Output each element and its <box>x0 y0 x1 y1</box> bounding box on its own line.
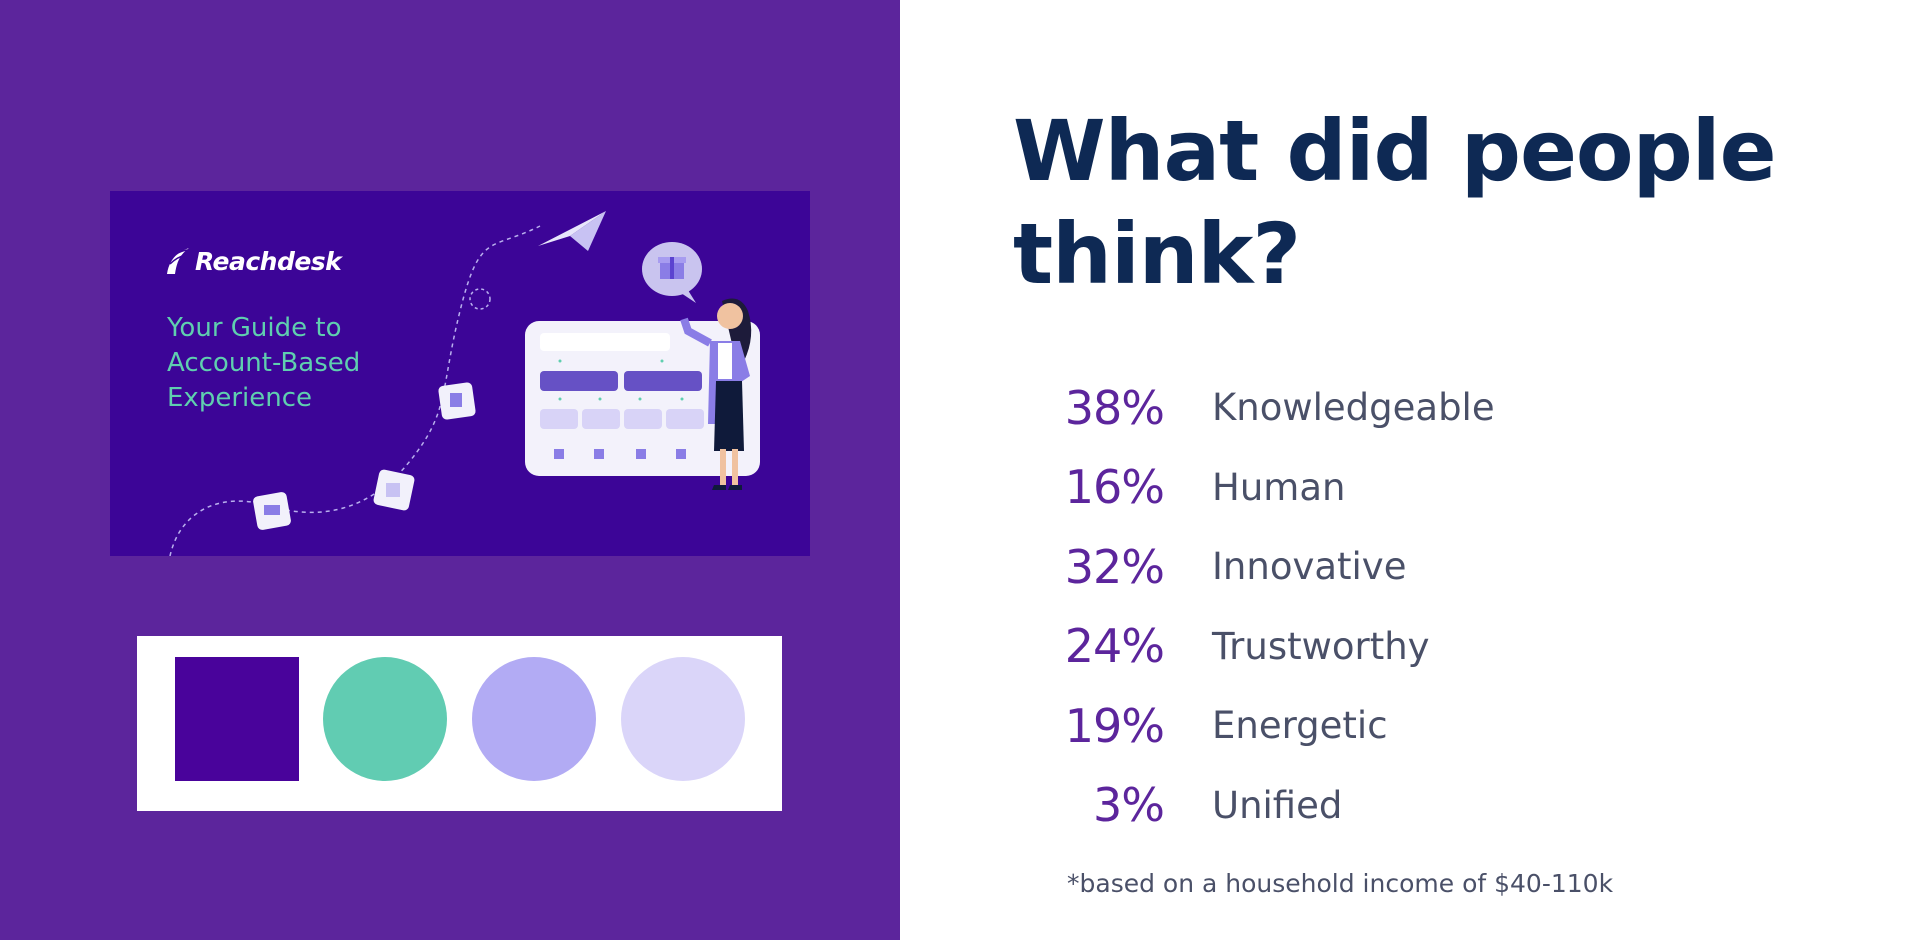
stat-row: 16% Human <box>1000 448 1700 528</box>
box-card-icon <box>373 469 415 511</box>
presenter-figure <box>680 298 752 490</box>
banner-title: Your Guide to Account-Based Experience <box>167 311 427 416</box>
banner-title-line: Your Guide to <box>167 313 342 343</box>
stat-row: 38% Knowledgeable <box>1000 368 1700 448</box>
color-swatch-circle <box>472 657 596 781</box>
stat-label: Energetic <box>1212 704 1388 748</box>
stat-row: 24% Trustworthy <box>1000 607 1700 687</box>
stat-label: Human <box>1212 465 1346 509</box>
stat-percent: 38% <box>1064 380 1165 435</box>
stat-percent: 3% <box>1093 778 1165 833</box>
brand-name: Reachdesk <box>195 246 342 276</box>
stat-percent: 24% <box>1064 619 1165 674</box>
stat-label: Knowledgeable <box>1212 386 1495 430</box>
stat-label: Trustworthy <box>1212 624 1430 668</box>
dashboard-mock <box>525 321 760 476</box>
gift-bubble-icon <box>642 242 702 303</box>
color-swatch-circle <box>323 657 447 781</box>
banner-illustration <box>169 211 760 556</box>
stat-percent: 32% <box>1064 539 1165 594</box>
page-heading: What did people think? <box>1013 100 1873 306</box>
color-swatch-square <box>175 657 299 781</box>
color-swatch-circle <box>621 657 745 781</box>
reachdesk-wing-icon <box>167 248 189 274</box>
heading-line: think? <box>1013 205 1301 303</box>
stat-row: 32% Innovative <box>1000 527 1700 607</box>
stat-row: 3% Unified <box>1000 766 1700 846</box>
paper-plane-icon <box>538 211 606 251</box>
left-panel: Reachdesk Your Guide to Account-Based Ex… <box>0 0 900 940</box>
banner-title-line: Experience <box>167 383 312 413</box>
stat-percent: 19% <box>1064 698 1165 753</box>
reachdesk-logo: Reachdesk <box>165 246 342 276</box>
banner-title-line: Account-Based <box>167 348 361 378</box>
stats-list: 38% Knowledgeable 16% Human 32% Innovati… <box>1000 368 1700 845</box>
cup-card-icon <box>438 382 476 420</box>
stat-label: Unified <box>1212 783 1343 827</box>
heading-line: What did people <box>1013 102 1777 200</box>
stat-percent: 16% <box>1064 460 1165 515</box>
footnote: *based on a household income of $40-110k <box>1067 869 1614 898</box>
gift-card-icon <box>253 492 291 530</box>
guide-banner: Reachdesk Your Guide to Account-Based Ex… <box>110 191 810 556</box>
stat-label: Innovative <box>1212 545 1407 589</box>
color-palette <box>137 636 782 811</box>
stat-row: 19% Energetic <box>1000 686 1700 766</box>
